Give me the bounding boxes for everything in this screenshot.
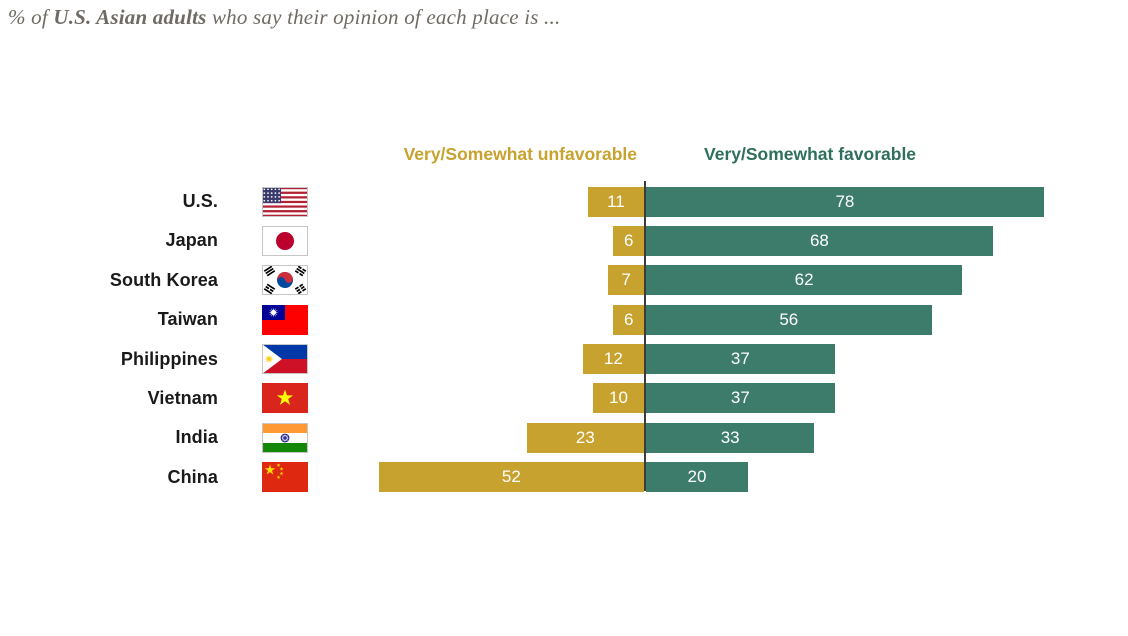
unfavorable-value: 7	[621, 270, 631, 290]
unfavorable-bar: 6	[613, 304, 644, 335]
unfavorable-value: 11	[607, 191, 625, 211]
unfavorable-bar: 6	[613, 225, 644, 256]
axis-line	[644, 181, 646, 491]
chart-row: South Korea 7 62	[0, 261, 1128, 300]
chart-row: Taiwan 6 56	[0, 300, 1128, 339]
taiwan-flag-icon	[262, 304, 308, 335]
philippines-flag-icon	[262, 344, 308, 375]
favorable-bar: 62	[646, 265, 963, 296]
favorable-value: 56	[779, 309, 799, 329]
title-suffix: who say their opinion of each place is .…	[206, 5, 561, 29]
country-label: Japan	[165, 230, 218, 251]
chart-row: India 23 33	[0, 418, 1128, 457]
title-emphasis: U.S. Asian adults	[53, 5, 207, 29]
unfavorable-bar: 23	[526, 422, 644, 453]
favorable-bar: 37	[646, 383, 835, 414]
chart-row: China 52 20	[0, 458, 1128, 497]
country-label: China	[167, 466, 218, 487]
country-label: Philippines	[120, 348, 218, 369]
favorable-bar: 33	[646, 422, 815, 453]
vietnam-flag-icon	[262, 383, 308, 414]
unfavorable-bar: 7	[608, 265, 644, 296]
unfavorable-value: 10	[609, 388, 628, 408]
country-label: South Korea	[109, 269, 218, 290]
chart-row: Philippines 12 37	[0, 340, 1128, 379]
title-prefix: % of	[8, 5, 54, 29]
country-label: U.S.	[182, 191, 218, 211]
us-flag-icon	[262, 186, 308, 217]
favorable-bar: 78	[646, 186, 1044, 217]
favorable-bar: 37	[646, 344, 835, 375]
favorable-value: 62	[794, 270, 814, 290]
unfavorable-value: 12	[603, 349, 623, 369]
chart-row: Vietnam 10 37	[0, 379, 1128, 418]
unfavorable-bar: 12	[582, 344, 644, 375]
country-label: Taiwan	[157, 309, 218, 330]
country-label: Vietnam	[147, 387, 218, 408]
china-flag-icon	[262, 462, 308, 493]
unfavorable-bar: 10	[593, 383, 644, 414]
chart-row: U.S. 11 78	[0, 182, 1128, 221]
unfavorable-bar: 11	[587, 186, 644, 217]
india-flag-icon	[262, 422, 308, 453]
favorable-bar: 68	[646, 225, 993, 256]
legend-unfavorable-label: Very/Somewhat unfavorable	[403, 144, 637, 164]
favorable-value: 78	[835, 191, 855, 211]
favorable-value: 20	[687, 467, 707, 487]
favorable-bar: 20	[646, 462, 748, 493]
unfavorable-value: 23	[575, 427, 595, 447]
unfavorable-value: 6	[623, 309, 634, 329]
unfavorable-value: 6	[623, 230, 634, 250]
legend-favorable-label: Very/Somewhat favorable	[704, 144, 917, 164]
japan-flag-icon	[262, 225, 308, 256]
unfavorable-value: 52	[501, 467, 521, 487]
favorable-value: 37	[730, 388, 750, 408]
favorable-value: 68	[809, 230, 829, 250]
unfavorable-bar: 52	[378, 462, 644, 493]
favorable-value: 33	[720, 427, 740, 447]
south-korea-flag-icon	[262, 265, 308, 296]
country-label: India	[175, 427, 218, 448]
chart-row: Japan 6 68	[0, 221, 1128, 260]
favorable-bar: 56	[646, 304, 932, 335]
chart-title: % of U.S. Asian adults who say their opi…	[8, 5, 560, 30]
chart-rows: U.S. 11 78 Japan 6 68 South Korea 7 62 Taiwan 6 56 P…	[0, 182, 1128, 497]
favorable-value: 37	[730, 349, 750, 369]
